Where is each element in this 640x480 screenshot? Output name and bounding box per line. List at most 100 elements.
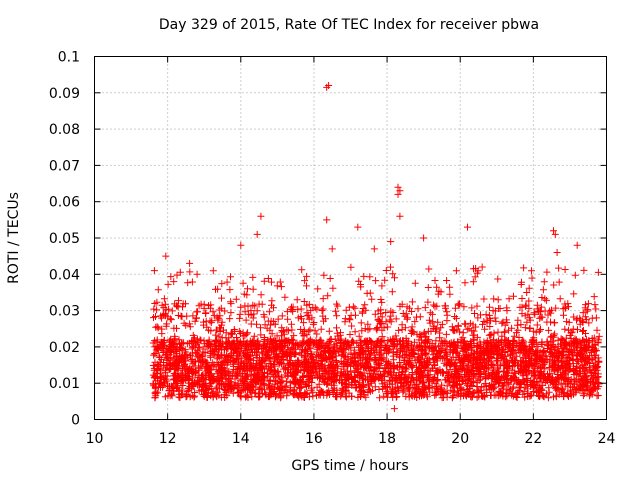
- data-point: [341, 353, 349, 361]
- data-point: [280, 327, 287, 335]
- data-point: [303, 282, 310, 290]
- data-point: [408, 371, 416, 379]
- data-point: [438, 354, 446, 362]
- data-point: [518, 303, 526, 311]
- data-point: [154, 367, 162, 375]
- data-point: [498, 390, 506, 398]
- data-point: [341, 315, 349, 323]
- data-point: [167, 391, 175, 399]
- data-point: [525, 284, 533, 292]
- data-point: [555, 264, 563, 272]
- data-point: [209, 267, 217, 275]
- data-point: [492, 317, 500, 325]
- data-point: [221, 370, 229, 378]
- data-point: [295, 359, 303, 367]
- data-point: [336, 345, 344, 353]
- data-point: [432, 354, 439, 362]
- data-point: [157, 338, 165, 346]
- data-point: [283, 326, 291, 334]
- data-point: [431, 391, 439, 399]
- data-point: [170, 278, 178, 286]
- data-point: [280, 365, 288, 373]
- data-point: [249, 386, 257, 394]
- data-point: [435, 287, 443, 295]
- data-point: [470, 360, 477, 368]
- data-point: [151, 394, 159, 402]
- data-point: [286, 352, 293, 360]
- data-point: [186, 323, 194, 331]
- data-point: [527, 382, 535, 390]
- data-point: [287, 320, 295, 328]
- data-point: [470, 379, 478, 386]
- data-point: [296, 377, 304, 385]
- data-point: [537, 303, 545, 311]
- data-point: [453, 381, 461, 389]
- data-point: [188, 369, 196, 377]
- data-point: [376, 320, 384, 328]
- data-point: [159, 311, 167, 319]
- data-point: [308, 351, 316, 359]
- data-point: [386, 336, 394, 344]
- data-point: [520, 264, 528, 272]
- y-axis-label: ROTI / TECUs: [6, 192, 22, 284]
- data-point: [257, 291, 265, 299]
- data-point: [486, 385, 494, 393]
- data-point: [516, 357, 524, 365]
- data-point: [565, 340, 573, 348]
- data-point: [184, 375, 192, 383]
- data-point: [525, 314, 533, 322]
- data-point: [566, 332, 574, 339]
- data-point: [199, 358, 207, 366]
- data-point: [204, 366, 212, 374]
- data-point: [196, 343, 204, 351]
- data-point: [274, 357, 281, 365]
- data-point: [401, 324, 409, 332]
- data-point: [388, 288, 396, 296]
- data-point: [564, 374, 572, 382]
- data-point: [246, 341, 254, 348]
- data-point: [430, 376, 437, 384]
- data-point: [580, 266, 588, 274]
- data-point: [217, 360, 225, 368]
- data-point: [325, 344, 333, 352]
- data-point: [281, 293, 289, 301]
- data-point: [387, 263, 394, 271]
- data-point: [300, 298, 308, 305]
- data-point: [241, 302, 249, 310]
- data-point: [347, 263, 355, 271]
- data-point: [468, 371, 476, 378]
- data-point: [483, 365, 491, 373]
- data-point: [214, 285, 222, 293]
- data-point: [186, 268, 194, 276]
- data-point: [589, 386, 597, 394]
- data-point: [283, 308, 291, 316]
- data-point: [355, 343, 363, 351]
- data-point: [391, 274, 398, 282]
- data-point: [473, 393, 481, 401]
- data-point: [355, 378, 363, 386]
- data-point: [519, 376, 527, 384]
- data-point: [259, 356, 267, 364]
- data-point: [469, 278, 477, 286]
- data-point: [197, 336, 205, 344]
- data-point: [503, 307, 511, 315]
- data-point: [518, 338, 526, 346]
- data-point: [266, 376, 274, 384]
- data-point: [405, 304, 413, 312]
- data-point: [180, 356, 187, 364]
- data-point: [258, 377, 266, 385]
- x-tick-label: 14: [232, 431, 250, 447]
- data-point: [367, 363, 375, 371]
- data-point: [534, 362, 542, 370]
- data-point: [454, 322, 462, 330]
- data-point: [480, 295, 488, 303]
- y-tick-label: 0.03: [49, 304, 80, 320]
- data-point: [264, 317, 272, 325]
- data-point: [151, 300, 159, 307]
- data-point: [282, 382, 290, 390]
- data-point: [215, 353, 223, 361]
- data-point: [396, 352, 404, 360]
- data-point: [239, 382, 247, 390]
- data-point: [275, 352, 283, 360]
- data-point: [179, 364, 187, 372]
